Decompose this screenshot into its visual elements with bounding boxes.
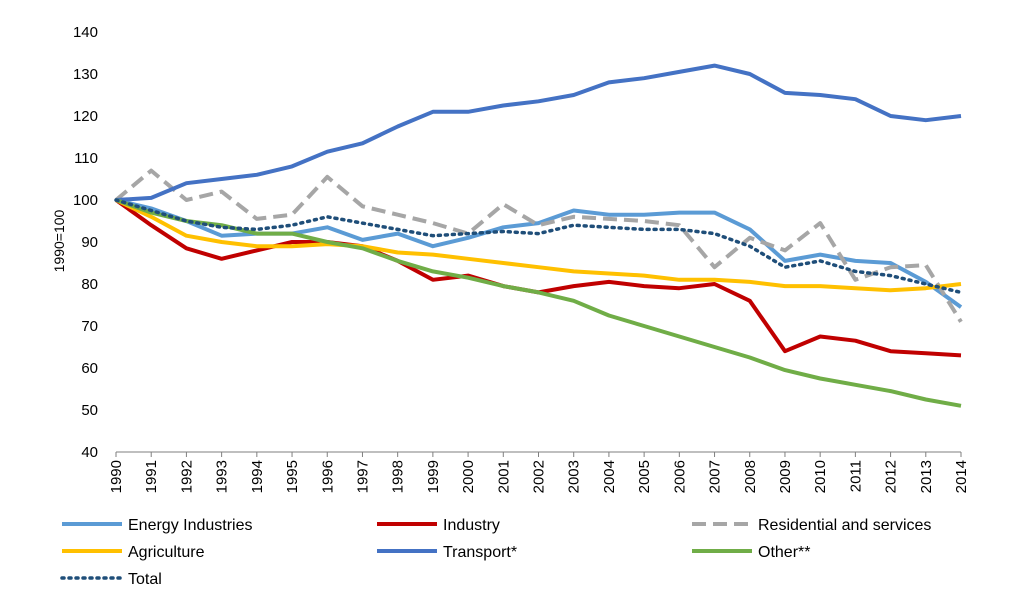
x-tick-label: 1996 (319, 460, 336, 493)
x-tick-label: 1995 (284, 460, 301, 493)
x-tick-label: 1994 (249, 460, 266, 493)
x-tick-label: 2001 (495, 460, 512, 493)
y-axis-ticks: 40 50 60 70 80 90 100 110 120 130 140 (73, 24, 98, 461)
y-tick-label: 100 (73, 192, 98, 209)
y-tick-label: 80 (81, 276, 98, 293)
legend-label: Energy Industries (128, 517, 253, 534)
x-tick-label: 2007 (707, 460, 724, 493)
x-tick-label: 2012 (883, 460, 900, 493)
series-line-total (114, 198, 963, 295)
plot-lines (114, 63, 963, 408)
x-tick-label: 1991 (143, 460, 160, 493)
y-tick-label: 40 (81, 444, 98, 461)
y-tick-label: 60 (81, 360, 98, 377)
series-line-residential-and-services (114, 168, 963, 323)
x-tick-label: 1999 (425, 460, 442, 493)
x-tick-label: 2010 (812, 460, 829, 493)
x-axis: 1990 1991 1992 1993 1994 1995 1996 1997 1998 1999… (108, 451, 970, 493)
x-tick-label: 2009 (777, 460, 794, 493)
y-tick-label: 140 (73, 24, 98, 41)
x-tick-label: 2004 (601, 460, 618, 493)
x-tick-label: 2014 (953, 460, 970, 493)
legend-label: Residential and services (758, 517, 931, 534)
x-tick-label: 1993 (214, 460, 231, 493)
y-tick-label: 90 (81, 234, 98, 251)
x-tick-label: 1997 (354, 460, 371, 493)
series-line-agriculture (115, 198, 962, 293)
x-tick-label: 1990 (108, 460, 125, 493)
legend-label: Total (128, 571, 162, 588)
y-tick-label: 110 (74, 150, 98, 167)
x-tick-label: 2008 (742, 460, 759, 493)
y-axis-title: 1990=100 (51, 209, 67, 272)
x-tick-label: 2005 (636, 460, 653, 493)
y-tick-label: 70 (81, 318, 98, 335)
legend: Energy Industries Industry Residential and… (60, 517, 931, 588)
x-tick-label: 1998 (390, 460, 407, 493)
x-tick-label: 1992 (178, 460, 195, 493)
x-tick-label: 2013 (918, 460, 935, 493)
y-tick-label: 120 (73, 108, 98, 125)
x-tick-label: 2006 (671, 460, 688, 493)
legend-label: Agriculture (128, 544, 205, 561)
x-tick-label: 2011 (847, 460, 864, 492)
y-tick-label: 50 (81, 402, 98, 419)
x-tick-label: 2002 (531, 460, 548, 493)
series-line-transport (115, 63, 962, 202)
x-tick-label: 2003 (566, 460, 583, 493)
series-line-other (115, 198, 962, 408)
x-tick-label: 2000 (460, 460, 477, 493)
legend-label: Transport* (443, 544, 517, 561)
legend-label: Industry (443, 517, 500, 534)
y-tick-label: 130 (73, 66, 98, 83)
legend-label: Other** (758, 544, 810, 561)
